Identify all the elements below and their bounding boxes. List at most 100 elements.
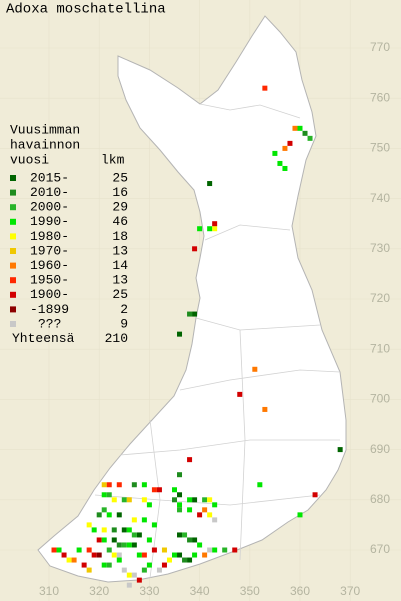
record-square — [141, 517, 147, 523]
record-square — [262, 85, 268, 91]
record-square — [86, 567, 92, 573]
record-square — [86, 547, 92, 553]
record-square — [297, 512, 303, 518]
record-square — [126, 582, 132, 588]
y-tick-label: 670 — [370, 542, 390, 556]
record-square — [232, 547, 238, 553]
legend-swatch — [10, 306, 16, 313]
record-square — [177, 331, 183, 337]
ticks: 310 320 330 340 350 360 370 670 680 690 700 710 720 7… — [39, 40, 390, 598]
record-square — [131, 482, 137, 488]
record-square — [141, 482, 147, 488]
legend-label: 1970- — [30, 243, 69, 258]
record-square — [101, 507, 107, 513]
y-tick-label: 760 — [370, 90, 390, 104]
legend-label: 1950- — [30, 273, 69, 288]
record-square — [106, 547, 112, 553]
record-square — [202, 552, 208, 558]
record-square — [177, 502, 183, 508]
record-square — [121, 497, 127, 503]
record-square — [257, 482, 263, 488]
legend-label: -1899 — [30, 302, 69, 317]
record-square — [161, 547, 167, 553]
x-tick-label: 360 — [290, 584, 310, 598]
y-tick-label: 720 — [370, 291, 390, 305]
legend-swatch — [10, 189, 16, 196]
legend-heading: Vuusimman — [10, 122, 80, 137]
record-square — [282, 165, 288, 171]
record-square — [131, 572, 137, 578]
record-square — [146, 562, 152, 568]
legend: Vuusimman havainnon vuosi lkm 2015- 25 201… — [10, 122, 128, 346]
record-square — [177, 507, 183, 513]
record-square — [182, 532, 188, 538]
legend-swatch — [10, 277, 16, 284]
legend-label: ??? — [38, 316, 61, 331]
record-square — [91, 527, 97, 533]
y-tick-label: 680 — [370, 492, 390, 506]
legend-count: 9 — [120, 316, 128, 331]
legend-swatch — [10, 262, 16, 269]
record-square — [106, 492, 112, 498]
record-square — [237, 391, 243, 397]
x-tick-label: 320 — [89, 584, 109, 598]
record-square — [71, 557, 77, 563]
record-square — [121, 527, 127, 533]
x-tick-label: 340 — [190, 584, 210, 598]
record-square — [141, 567, 147, 573]
records — [51, 85, 343, 588]
legend-swatch — [10, 321, 16, 327]
record-square — [111, 497, 117, 503]
record-square — [192, 246, 198, 252]
record-square — [116, 557, 122, 563]
record-square — [212, 502, 218, 508]
record-square — [207, 512, 213, 518]
record-square — [292, 125, 298, 131]
record-square — [131, 517, 137, 523]
y-tick-label: 710 — [370, 341, 390, 355]
legend-count: 13 — [112, 273, 128, 288]
record-square — [141, 497, 147, 503]
legend-label: 1960- — [30, 258, 69, 273]
record-square — [116, 552, 122, 558]
legend-count: 2 — [120, 302, 128, 317]
legend-count-heading: lkm — [101, 152, 125, 167]
record-square — [136, 577, 142, 583]
record-square — [337, 447, 343, 453]
record-square — [177, 492, 183, 498]
legend-total: 210 — [105, 331, 128, 346]
record-square — [96, 512, 102, 518]
record-square — [197, 226, 203, 232]
record-square — [177, 532, 183, 538]
legend-count: 14 — [112, 258, 128, 273]
record-square — [212, 547, 218, 553]
x-tick-label: 310 — [39, 584, 59, 598]
x-tick-label: 350 — [240, 584, 260, 598]
legend-swatch — [10, 248, 16, 254]
record-square — [177, 552, 183, 558]
record-square — [106, 512, 112, 518]
record-square — [106, 562, 112, 568]
record-square — [207, 181, 213, 187]
legend-label: 1990- — [30, 214, 69, 229]
legend-swatch — [10, 204, 16, 211]
legend-count: 13 — [112, 243, 128, 258]
record-square — [207, 226, 213, 232]
record-square — [312, 492, 318, 498]
legend-swatch — [10, 218, 16, 225]
record-square — [187, 497, 193, 503]
record-square — [202, 507, 208, 513]
record-square — [131, 542, 137, 548]
record-square — [146, 502, 152, 508]
record-square — [51, 547, 57, 553]
map-title: Adoxa moschatellina — [6, 2, 166, 18]
legend-count: 16 — [112, 185, 128, 200]
record-square — [172, 552, 177, 558]
legend-count: 18 — [112, 229, 128, 244]
record-square — [126, 542, 132, 548]
record-square — [252, 366, 258, 372]
record-square — [56, 547, 62, 553]
record-square — [66, 557, 72, 563]
record-square — [106, 482, 112, 488]
record-square — [197, 512, 203, 518]
